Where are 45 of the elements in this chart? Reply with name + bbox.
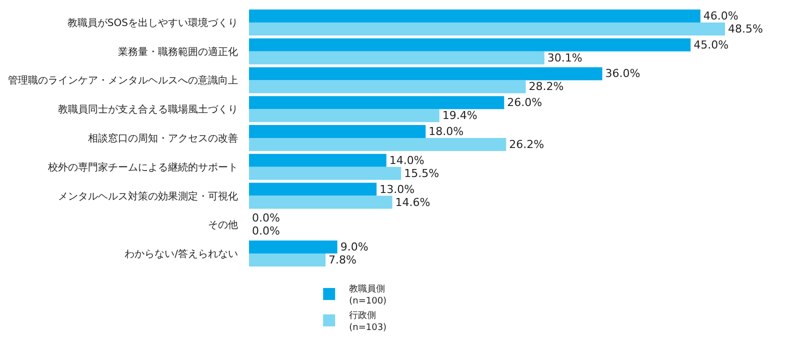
y-tick-label: その他 bbox=[208, 219, 238, 232]
bar bbox=[249, 166, 402, 180]
data-label: 13.0% bbox=[380, 182, 415, 196]
data-label: 45.0% bbox=[694, 38, 729, 52]
bar bbox=[249, 51, 544, 64]
data-label: 9.0% bbox=[340, 240, 368, 254]
bar bbox=[249, 9, 700, 22]
y-tick-label: わからない/答えられない bbox=[124, 248, 238, 260]
legend-label: 教職員側 (n=100) bbox=[349, 284, 387, 306]
bar bbox=[249, 138, 506, 151]
bar bbox=[249, 154, 386, 167]
bar bbox=[249, 80, 526, 94]
y-tick-label: 管理職のラインケア・メンタルヘルスへの意識向上 bbox=[8, 74, 238, 87]
data-label: 14.6% bbox=[395, 196, 430, 209]
bar bbox=[249, 38, 691, 52]
y-tick-label: 校外の専門家チームによる継続的サポート bbox=[47, 161, 238, 174]
bar bbox=[249, 182, 377, 196]
y-tick-label: 業務量・職務範囲の適正化 bbox=[118, 46, 238, 58]
data-label: 0.0% bbox=[252, 212, 280, 225]
data-label: 14.0% bbox=[389, 154, 424, 167]
y-tick-label: 教職員がSOSを出しやすい環境づくり bbox=[67, 16, 238, 29]
data-label: 15.5% bbox=[404, 166, 440, 180]
data-label: 7.8% bbox=[328, 254, 356, 267]
data-label: 18.0% bbox=[428, 125, 464, 138]
bar bbox=[249, 196, 392, 209]
data-label: 46.0% bbox=[703, 9, 738, 22]
bar bbox=[249, 22, 725, 36]
bar bbox=[249, 125, 426, 138]
bar bbox=[249, 109, 440, 122]
data-label: 26.2% bbox=[509, 138, 544, 151]
y-tick-label: 教職員同士が支え合える職場風土づくり bbox=[58, 104, 238, 116]
legend-label: 行政側 (n=103) bbox=[349, 310, 387, 333]
data-label: 0.0% bbox=[252, 224, 280, 238]
data-label: 36.0% bbox=[605, 67, 640, 80]
data-label: 28.2% bbox=[528, 80, 564, 94]
data-label: 26.0% bbox=[507, 96, 542, 110]
bar bbox=[249, 254, 326, 267]
y-tick-label: メンタルヘルス対策の効果測定・可視化 bbox=[58, 190, 238, 202]
data-label: 19.4% bbox=[442, 109, 478, 122]
y-tick-label: 相談窓口の周知・アクセスの改善 bbox=[88, 132, 238, 144]
bar bbox=[249, 240, 338, 254]
bar bbox=[249, 96, 504, 110]
data-label: 30.1% bbox=[547, 51, 582, 64]
data-label: 48.5% bbox=[728, 22, 763, 36]
bar bbox=[249, 67, 602, 80]
